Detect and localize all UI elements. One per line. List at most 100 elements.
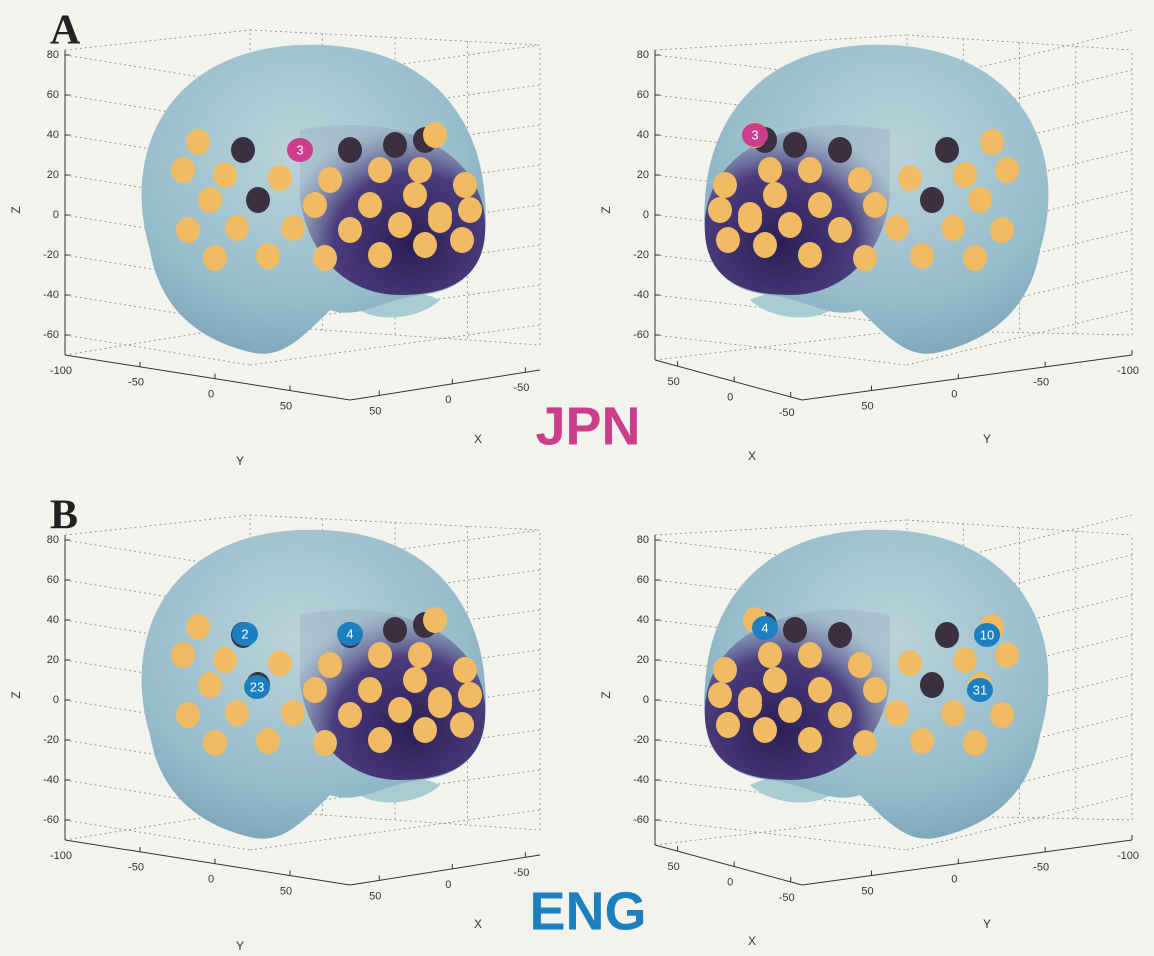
electrode xyxy=(256,728,280,754)
electrode xyxy=(313,730,337,756)
electrode xyxy=(213,162,237,188)
y-tick-label: 50 xyxy=(861,400,873,412)
x-tick-label: -50 xyxy=(779,407,795,419)
electrode xyxy=(403,667,427,693)
electrode xyxy=(358,192,382,218)
electrode xyxy=(798,727,822,753)
electrode xyxy=(848,652,872,678)
z-axis-label: Z xyxy=(599,691,613,698)
electrode xyxy=(338,702,362,728)
x-tick-label: 0 xyxy=(445,394,451,406)
electrode xyxy=(963,245,987,271)
x-axis-label: X xyxy=(748,934,756,948)
electrode xyxy=(935,137,959,163)
electrode xyxy=(995,157,1019,183)
z-tick-label: -40 xyxy=(43,289,59,301)
electrode xyxy=(338,217,362,243)
electrode xyxy=(450,712,474,738)
z-tick-label: 40 xyxy=(47,614,59,626)
electrode xyxy=(176,217,200,243)
electrode xyxy=(338,137,362,163)
x-tick-label: 50 xyxy=(667,376,679,388)
y-axis-label: Y xyxy=(236,939,244,951)
electrode xyxy=(863,192,887,218)
z-tick-label: -40 xyxy=(43,774,59,786)
electrode xyxy=(935,622,959,648)
electrode xyxy=(213,647,237,673)
electrode xyxy=(898,165,922,191)
electrode xyxy=(318,652,342,678)
electrode xyxy=(753,717,777,743)
electrode xyxy=(920,187,944,213)
z-tick-label: 60 xyxy=(637,89,649,101)
y-tick-label: 50 xyxy=(280,400,292,412)
x-tick-label: -50 xyxy=(513,867,529,879)
electrode xyxy=(708,197,732,223)
z-tick-label: -20 xyxy=(43,249,59,261)
panel-label: B xyxy=(50,493,78,539)
electrode xyxy=(256,243,280,269)
electrode xyxy=(783,617,807,643)
electrode xyxy=(798,642,822,668)
electrode xyxy=(763,182,787,208)
electrode xyxy=(898,650,922,676)
electrode xyxy=(198,187,222,213)
electrode xyxy=(453,657,477,683)
y-axis xyxy=(802,355,1132,400)
z-tick-label: -40 xyxy=(633,289,649,301)
z-tick-label: 20 xyxy=(47,169,59,181)
y-axis-label: Y xyxy=(983,432,991,446)
y-tick-label: 50 xyxy=(861,885,873,897)
electrode xyxy=(358,677,382,703)
electrode xyxy=(388,697,412,723)
electrode xyxy=(885,700,909,726)
brain xyxy=(704,45,1048,354)
electrode xyxy=(368,242,392,268)
electrode xyxy=(990,217,1014,243)
figure: AJPN806040200-20-40-60Z-100-50050Y500-50… xyxy=(0,0,1154,951)
electrode xyxy=(963,730,987,756)
electrode xyxy=(423,122,447,148)
z-tick-label: 40 xyxy=(637,614,649,626)
z-tick-label: -60 xyxy=(633,329,649,341)
electrode xyxy=(848,167,872,193)
y-tick-label: 0 xyxy=(208,389,214,401)
electrode xyxy=(738,692,762,718)
y-tick-label: 0 xyxy=(951,389,957,401)
electrode xyxy=(408,157,432,183)
electrode xyxy=(383,617,407,643)
electrode xyxy=(231,137,255,163)
electrode xyxy=(808,677,832,703)
x-tick-label: -50 xyxy=(513,382,529,394)
electrode xyxy=(383,132,407,158)
electrode-label: 4 xyxy=(761,620,768,635)
electrode xyxy=(828,622,852,648)
electrode xyxy=(941,700,965,726)
box-edge xyxy=(655,330,907,360)
y-tick-label: -100 xyxy=(50,365,72,377)
x-tick-label: 0 xyxy=(727,391,733,403)
z-axis-label: Z xyxy=(9,691,23,698)
electrode xyxy=(423,607,447,633)
electrode xyxy=(171,157,195,183)
electrode xyxy=(738,207,762,233)
panel-row: BENG806040200-20-40-60Z-100-50050Y500-50… xyxy=(9,493,1139,951)
electrode xyxy=(953,162,977,188)
x-tick-label: 50 xyxy=(369,890,381,902)
y-axis xyxy=(802,840,1132,885)
electrode xyxy=(198,672,222,698)
z-axis-label: Z xyxy=(9,206,23,213)
z-tick-label: 0 xyxy=(53,694,59,706)
y-tick-label: -50 xyxy=(128,862,144,874)
y-tick-label: 0 xyxy=(951,874,957,886)
z-tick-label: 80 xyxy=(637,534,649,546)
electrode xyxy=(176,702,200,728)
electrode xyxy=(910,728,934,754)
electrode xyxy=(428,207,452,233)
x-tick-label: 0 xyxy=(727,876,733,888)
z-tick-label: 20 xyxy=(47,654,59,666)
y-tick-label: -50 xyxy=(128,377,144,389)
electrode xyxy=(885,215,909,241)
z-tick-label: -40 xyxy=(633,774,649,786)
z-tick-label: 0 xyxy=(643,209,649,221)
